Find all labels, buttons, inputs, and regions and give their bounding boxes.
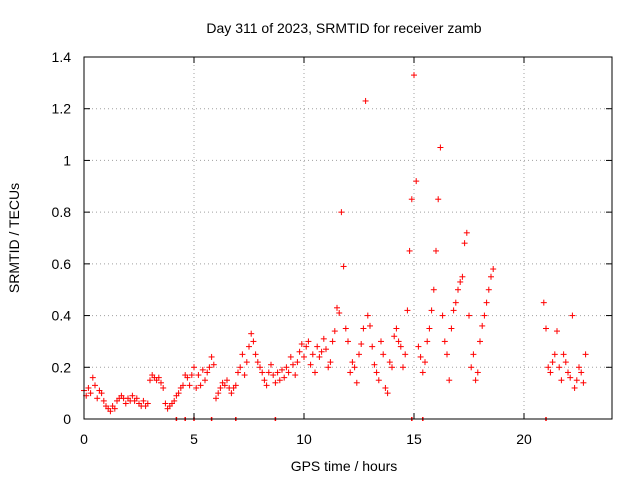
x-tick-label: 10: [296, 431, 312, 447]
y-tick-label: 0.4: [52, 308, 72, 324]
y-tick-label: 0.6: [52, 256, 72, 272]
y-tick-label: 0: [63, 411, 71, 427]
x-tick-label: 0: [80, 431, 88, 447]
y-tick-label: 0.8: [52, 204, 72, 220]
x-tick-label: 5: [190, 431, 198, 447]
chart-title: Day 311 of 2023, SRMTID for receiver zam…: [206, 20, 481, 36]
chart-background: [0, 0, 640, 480]
x-tick-label: 15: [406, 431, 422, 447]
x-tick-label: 20: [516, 431, 532, 447]
x-axis-label: GPS time / hours: [291, 458, 398, 474]
y-tick-label: 1.4: [52, 49, 72, 65]
chart: 0 0.2 0.4 0.6 0.8 1 1.2 1.4 0 5 10 15 20 Day 311 of …: [0, 0, 640, 480]
y-tick-label: 0.2: [52, 359, 72, 375]
y-tick-label: 1.2: [52, 101, 72, 117]
y-tick-label: 1: [63, 152, 71, 168]
y-axis-label: SRMTID / TECUs: [6, 183, 22, 293]
